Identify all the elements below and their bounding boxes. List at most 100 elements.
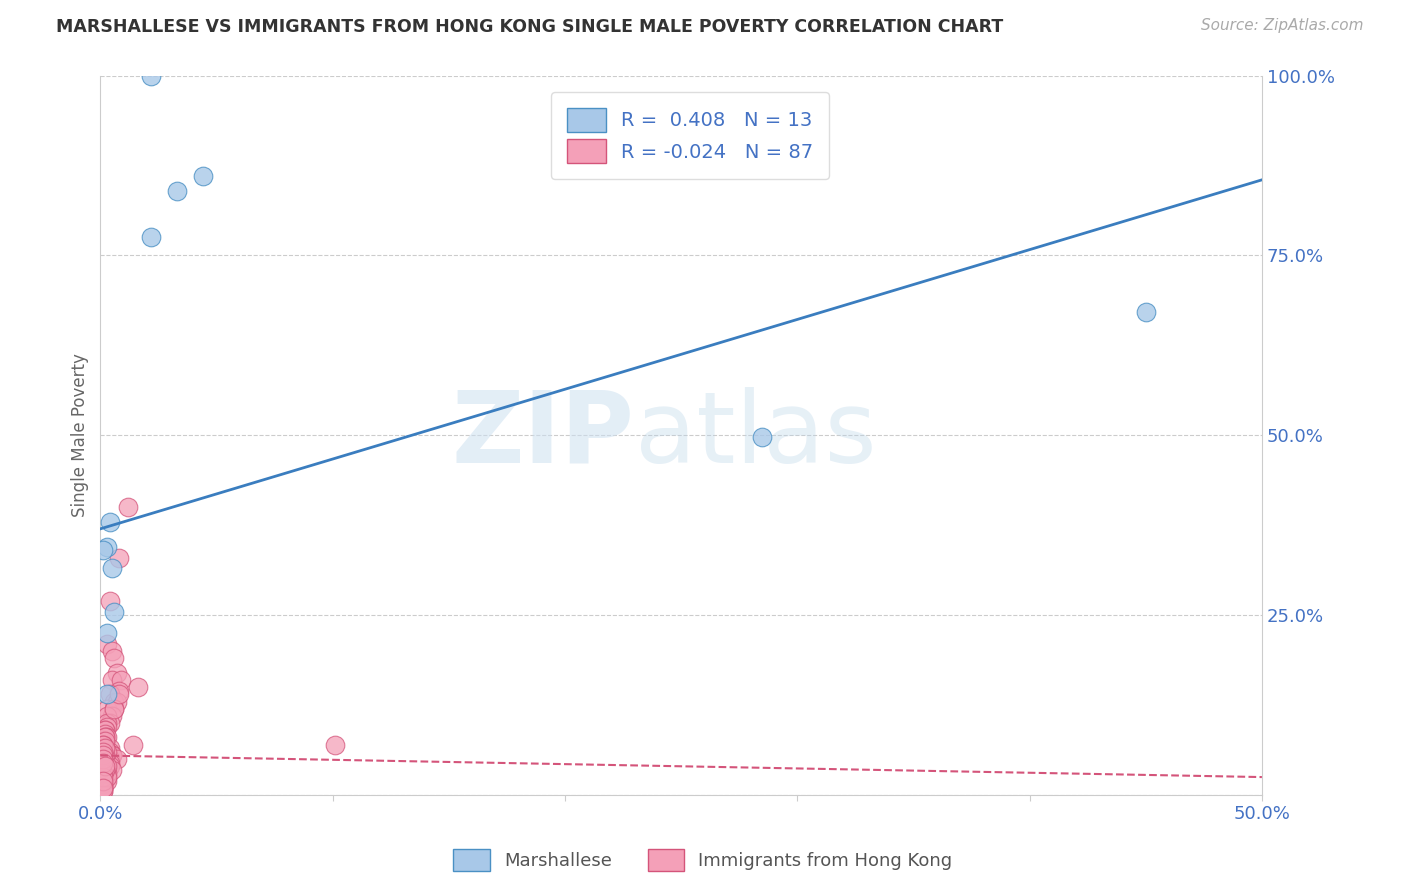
Point	[191, 169, 214, 184]
Point	[91, 756, 114, 770]
Point	[96, 752, 118, 766]
Point	[96, 637, 118, 651]
Point	[141, 69, 163, 83]
Legend: R =  0.408   N = 13, R = -0.024   N = 87: R = 0.408 N = 13, R = -0.024 N = 87	[551, 93, 830, 178]
Point	[103, 702, 125, 716]
Point	[1135, 304, 1157, 318]
Point	[96, 773, 118, 788]
Text: MARSHALLESE VS IMMIGRANTS FROM HONG KONG SINGLE MALE POVERTY CORRELATION CHART: MARSHALLESE VS IMMIGRANTS FROM HONG KONG…	[56, 18, 1004, 36]
Text: ZIP: ZIP	[451, 387, 634, 483]
Point	[96, 731, 118, 745]
Point	[96, 626, 118, 640]
Point	[105, 694, 128, 708]
Point	[91, 780, 114, 795]
Point	[98, 741, 121, 756]
Point	[108, 683, 131, 698]
Point	[98, 759, 121, 773]
Point	[323, 738, 346, 752]
Point	[91, 784, 114, 798]
Text: Source: ZipAtlas.com: Source: ZipAtlas.com	[1201, 18, 1364, 33]
Point	[110, 673, 132, 687]
Point	[103, 651, 125, 665]
Point	[127, 680, 149, 694]
Point	[96, 745, 118, 759]
Point	[166, 184, 188, 198]
Point	[94, 759, 117, 773]
Point	[96, 770, 118, 784]
Point	[91, 752, 114, 766]
Point	[103, 605, 125, 619]
Point	[98, 745, 121, 759]
Point	[105, 665, 128, 680]
Point	[94, 759, 117, 773]
Point	[91, 773, 114, 788]
Point	[91, 763, 114, 777]
Point	[91, 784, 114, 798]
Point	[94, 763, 117, 777]
Point	[98, 687, 121, 701]
Point	[94, 723, 117, 738]
Point	[96, 720, 118, 734]
Point	[103, 702, 125, 716]
Point	[94, 770, 117, 784]
Point	[96, 716, 118, 731]
Point	[98, 594, 121, 608]
Point	[98, 716, 121, 731]
Point	[91, 777, 114, 791]
Point	[94, 723, 117, 738]
Point	[96, 540, 118, 554]
Point	[101, 763, 124, 777]
Point	[101, 709, 124, 723]
Point	[91, 738, 114, 752]
Point	[96, 745, 118, 759]
Point	[96, 759, 118, 773]
Point	[96, 709, 118, 723]
Point	[117, 500, 139, 515]
Point	[91, 766, 114, 780]
Point	[96, 702, 118, 716]
Point	[101, 748, 124, 763]
Point	[108, 550, 131, 565]
Point	[91, 748, 114, 763]
Point	[101, 561, 124, 575]
Point	[751, 430, 773, 444]
Point	[91, 543, 114, 558]
Point	[91, 752, 114, 766]
Point	[101, 748, 124, 763]
Point	[96, 766, 118, 780]
Point	[94, 731, 117, 745]
Point	[101, 644, 124, 658]
Point	[94, 727, 117, 741]
Point	[94, 763, 117, 777]
Point	[91, 773, 114, 788]
Point	[96, 756, 118, 770]
Point	[91, 766, 114, 780]
Point	[94, 756, 117, 770]
Point	[98, 756, 121, 770]
Point	[94, 734, 117, 748]
Point	[105, 752, 128, 766]
Legend: Marshallese, Immigrants from Hong Kong: Marshallese, Immigrants from Hong Kong	[446, 842, 960, 879]
Point	[91, 738, 114, 752]
Point	[101, 673, 124, 687]
Point	[91, 756, 114, 770]
Point	[108, 687, 131, 701]
Point	[91, 780, 114, 795]
Point	[91, 745, 114, 759]
Point	[96, 770, 118, 784]
Point	[94, 741, 117, 756]
Point	[94, 731, 117, 745]
Point	[94, 738, 117, 752]
Point	[94, 748, 117, 763]
Point	[91, 780, 114, 795]
Point	[91, 745, 114, 759]
Point	[141, 230, 163, 244]
Text: atlas: atlas	[634, 387, 876, 483]
Point	[98, 515, 121, 529]
Point	[94, 741, 117, 756]
Point	[91, 777, 114, 791]
Point	[91, 770, 114, 784]
Y-axis label: Single Male Poverty: Single Male Poverty	[72, 353, 89, 517]
Point	[96, 687, 118, 701]
Point	[122, 738, 145, 752]
